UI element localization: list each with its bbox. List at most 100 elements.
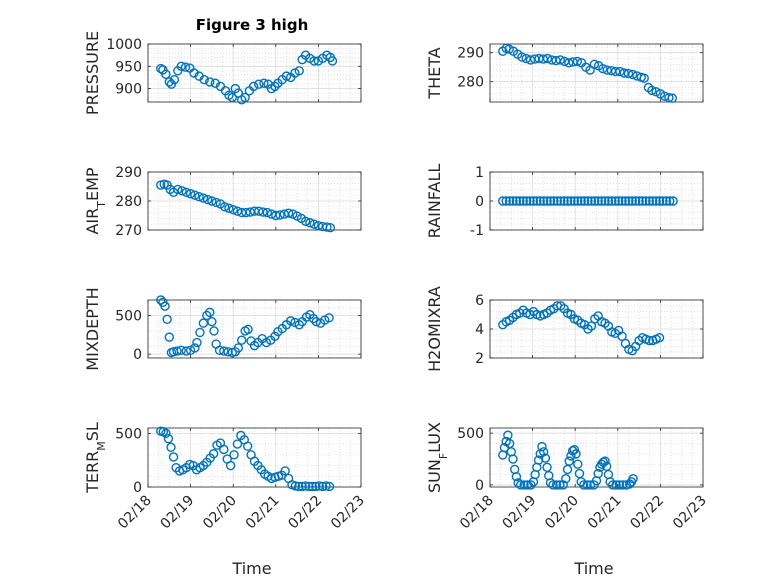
data-point [668, 196, 678, 206]
data-point [572, 56, 583, 67]
data-point [518, 196, 528, 206]
data-point [630, 196, 641, 206]
data-point [573, 196, 583, 206]
data-point [561, 474, 571, 484]
data-point [542, 53, 553, 64]
x-tick-label: 02/20 [200, 493, 240, 533]
x-tick-label: 02/18 [457, 493, 497, 533]
subplot-theta: 280 290 THETA [425, 43, 704, 103]
x-tick-label: 02/19 [158, 493, 198, 533]
data-point [644, 196, 655, 206]
data-point [600, 196, 610, 206]
data-point [540, 453, 551, 463]
data-point [623, 68, 634, 79]
data-point [537, 441, 547, 452]
data-point [254, 206, 264, 216]
data-point [498, 196, 508, 206]
data-point [176, 345, 186, 355]
y-tick-label: 1 [475, 165, 484, 181]
data-point [610, 66, 621, 77]
plot-area [490, 428, 703, 487]
data-point [225, 460, 236, 471]
data-point [593, 196, 603, 206]
data-point [501, 196, 511, 206]
data-point [532, 196, 542, 206]
data-point [517, 52, 527, 62]
data-point [262, 207, 272, 218]
data-point [651, 196, 661, 206]
data-point [311, 481, 321, 492]
y-tick-label: 290 [115, 165, 142, 181]
data-point [542, 196, 552, 206]
data-point [297, 481, 307, 492]
data-point [528, 196, 539, 206]
data-point [321, 481, 331, 491]
data-point [639, 73, 649, 83]
y-axis-label: THETA [425, 47, 444, 99]
data-point [634, 196, 644, 206]
x-tick-label: 02/22 [627, 493, 667, 533]
data-point [664, 92, 674, 103]
data-point [156, 295, 166, 305]
data-point [324, 313, 334, 323]
data-point [628, 69, 638, 80]
data-point [589, 59, 600, 70]
data-point [166, 442, 176, 453]
data-point [519, 480, 529, 490]
y-axis-label: RAINFALL [425, 164, 444, 239]
data-point [327, 56, 338, 66]
y-tick-label: 500 [115, 308, 142, 324]
data-point [515, 196, 525, 206]
subplot-terr-msl: 0 500 TERRMSL 02/18 02/19 02/20 02/21 02/22 02/2… [83, 422, 368, 532]
data-point [219, 444, 229, 455]
data-point [582, 480, 592, 490]
data-point [181, 346, 192, 356]
data-point [311, 316, 321, 327]
data-point [667, 93, 678, 103]
y-tick-label: 280 [115, 194, 142, 210]
data-point [637, 196, 648, 206]
data-point [564, 58, 574, 68]
data-point [549, 196, 559, 206]
y-tick-label: 0 [133, 480, 142, 496]
data-point [181, 187, 192, 198]
data-point [564, 456, 574, 466]
data-point [195, 327, 205, 338]
data-point [611, 480, 621, 490]
data-point [294, 481, 304, 492]
data-point [162, 314, 172, 325]
data-point [615, 66, 625, 77]
data-point [610, 196, 620, 206]
subplot-rainfall: -1 0 1 RAINFALL [425, 164, 704, 239]
data-point [545, 196, 556, 206]
data-point [559, 196, 569, 206]
data-point [168, 452, 179, 462]
y-tick-label: 500 [457, 426, 484, 442]
data-point [314, 481, 324, 491]
data-point [294, 66, 304, 76]
y-tick-label: 0 [475, 194, 484, 210]
data-point [618, 480, 628, 490]
data-point [556, 196, 566, 206]
data-point [161, 69, 171, 80]
data-point [198, 318, 209, 328]
y-axis-label: TERRMSL [83, 422, 108, 494]
y-tick-label: 290 [457, 46, 484, 62]
data-point [309, 219, 319, 229]
y-tick-label: 4 [475, 322, 484, 338]
data-point [551, 480, 562, 490]
axes-box [147, 427, 362, 488]
data-point [172, 346, 182, 356]
data-point [566, 196, 576, 206]
data-point [647, 85, 657, 96]
data-point [571, 449, 581, 459]
data-point [163, 434, 174, 444]
y-tick-label: 1000 [106, 37, 142, 53]
x-tick-label: 02/23 [670, 493, 710, 533]
data-point [309, 56, 319, 66]
data-point [198, 193, 209, 203]
data-point [511, 196, 522, 206]
data-point [232, 206, 243, 216]
y-tick-label: 2 [475, 351, 484, 367]
data-point [232, 439, 243, 449]
